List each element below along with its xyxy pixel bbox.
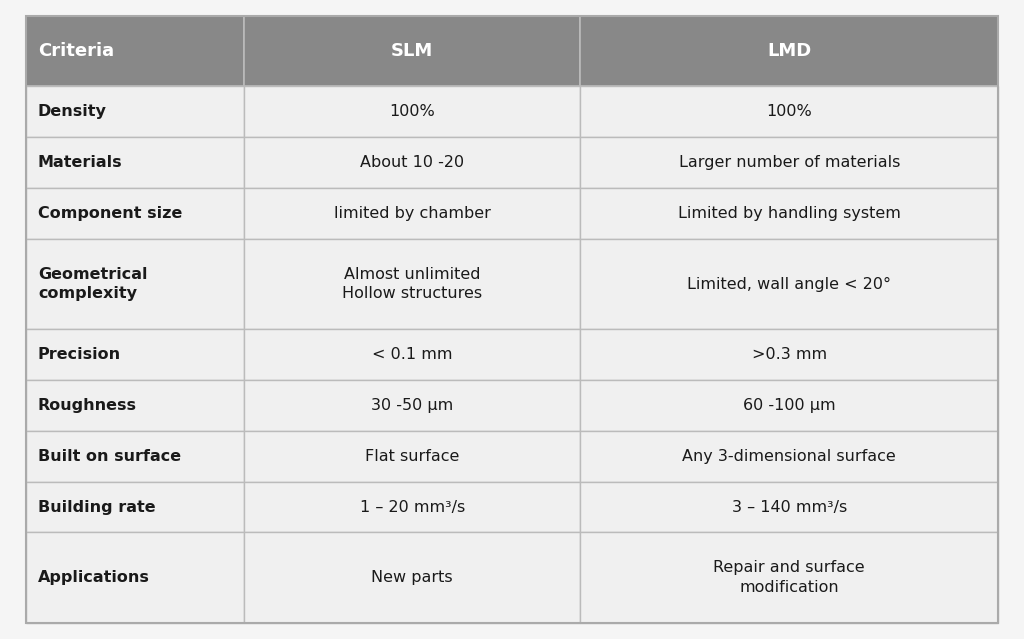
Bar	[26, 380, 245, 431]
Text: Component size: Component size	[38, 206, 182, 221]
Text: Limited, wall angle < 20°: Limited, wall angle < 20°	[687, 277, 891, 291]
Text: SLM: SLM	[391, 42, 433, 60]
Bar	[245, 532, 580, 623]
Bar	[580, 431, 998, 482]
Text: 30 -50 μm: 30 -50 μm	[371, 398, 454, 413]
Bar	[26, 16, 245, 86]
Text: Materials: Materials	[38, 155, 123, 170]
Text: New parts: New parts	[372, 570, 453, 585]
Text: Repair and surface
modification: Repair and surface modification	[714, 560, 865, 595]
Bar	[580, 86, 998, 137]
Bar	[580, 380, 998, 431]
Bar	[245, 137, 580, 188]
Bar	[26, 239, 245, 329]
Text: Flat surface: Flat surface	[366, 449, 460, 464]
Bar	[580, 16, 998, 86]
Text: Roughness: Roughness	[38, 398, 137, 413]
Bar	[26, 137, 245, 188]
Text: Limited by handling system: Limited by handling system	[678, 206, 901, 221]
Text: < 0.1 mm: < 0.1 mm	[372, 347, 453, 362]
Text: Almost unlimited
Hollow structures: Almost unlimited Hollow structures	[342, 266, 482, 302]
Text: Applications: Applications	[38, 570, 150, 585]
Bar	[580, 532, 998, 623]
Bar	[245, 329, 580, 380]
Bar	[26, 188, 245, 239]
Text: limited by chamber: limited by chamber	[334, 206, 490, 221]
Bar	[245, 482, 580, 532]
Bar	[580, 239, 998, 329]
Bar	[580, 137, 998, 188]
Bar	[26, 431, 245, 482]
Text: 60 -100 μm: 60 -100 μm	[743, 398, 836, 413]
Text: 1 – 20 mm³/s: 1 – 20 mm³/s	[359, 500, 465, 514]
Bar	[245, 239, 580, 329]
Bar	[580, 329, 998, 380]
Text: LMD: LMD	[767, 42, 811, 60]
Bar	[245, 380, 580, 431]
Text: Criteria: Criteria	[38, 42, 114, 60]
Text: 3 – 140 mm³/s: 3 – 140 mm³/s	[731, 500, 847, 514]
Text: Any 3-dimensional surface: Any 3-dimensional surface	[682, 449, 896, 464]
Text: Geometrical
complexity: Geometrical complexity	[38, 266, 147, 302]
Bar	[580, 188, 998, 239]
Bar	[245, 431, 580, 482]
Text: Larger number of materials: Larger number of materials	[679, 155, 900, 170]
Bar	[245, 16, 580, 86]
Text: 100%: 100%	[389, 104, 435, 119]
Text: >0.3 mm: >0.3 mm	[752, 347, 826, 362]
Bar	[26, 329, 245, 380]
Bar	[26, 532, 245, 623]
Bar	[245, 188, 580, 239]
Text: Building rate: Building rate	[38, 500, 156, 514]
Bar	[580, 482, 998, 532]
Text: About 10 -20: About 10 -20	[360, 155, 464, 170]
Text: 100%: 100%	[766, 104, 812, 119]
Bar	[26, 482, 245, 532]
Text: Precision: Precision	[38, 347, 121, 362]
Bar	[245, 86, 580, 137]
Text: Built on surface: Built on surface	[38, 449, 181, 464]
Text: Density: Density	[38, 104, 106, 119]
Bar	[26, 86, 245, 137]
